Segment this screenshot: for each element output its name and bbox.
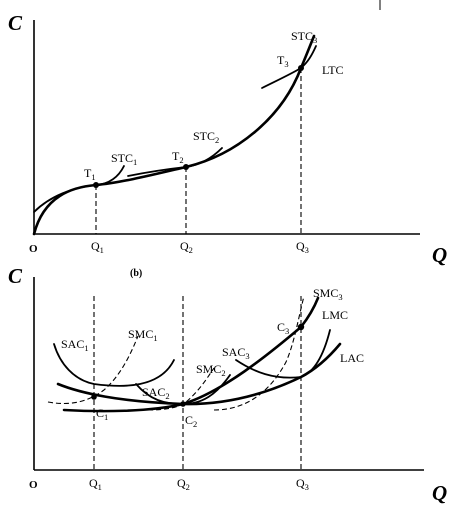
- panel-a-tick-q3: Q3: [296, 239, 309, 255]
- panel-b-point-c1: [91, 394, 97, 400]
- lmc-curve: [62, 296, 320, 413]
- panel-a-tick-q2: Q2: [180, 239, 193, 255]
- panel-a-y-axis-label: C: [8, 11, 23, 35]
- lac-curve: [56, 342, 342, 406]
- panel-a-point-t3: [298, 65, 304, 71]
- panel-a-label-t2: T2: [172, 149, 184, 165]
- panel-b-tick-q2: Q2: [177, 476, 190, 492]
- smc3-curve: [213, 295, 305, 411]
- panel-b-tag: (b): [130, 268, 142, 279]
- panel-b-point-c3: [297, 323, 305, 331]
- panel-a-label-ltc: LTC: [322, 63, 344, 77]
- panel-b-label-smc3: SMC3: [313, 286, 343, 302]
- ltc-curve: [32, 34, 316, 236]
- sac3-curve: [235, 329, 331, 379]
- panel-a-label-stc3: STC3: [291, 29, 317, 45]
- panel-a-point-t1: [93, 182, 99, 188]
- panel-a-label-stc2: STC2: [193, 129, 219, 145]
- panel-a-point-t2: [183, 164, 189, 170]
- panel-a-tick-q1: Q1: [91, 239, 104, 255]
- panel-b-tick-q1: Q1: [89, 476, 102, 492]
- sac1-curve: [53, 343, 175, 387]
- panel-b-point-c2: [180, 401, 186, 407]
- panel-b-label-lac: LAC: [340, 351, 364, 365]
- panel-a-label-stc1: STC1: [111, 151, 137, 167]
- panel-b-origin: O: [29, 479, 38, 491]
- panel-b-x-axis-label: Q: [432, 481, 447, 505]
- smc1-curve: [47, 335, 139, 405]
- panel-b-label-sac2: SAC2: [142, 385, 170, 401]
- panel-b-label-c3: C3: [277, 320, 289, 336]
- panel-a-x-axis-label: Q: [432, 243, 447, 267]
- panel-a-label-t3: T3: [277, 53, 289, 69]
- panel-b-label-lmc: LMC: [322, 308, 348, 322]
- panel-b-label-sac1: SAC1: [61, 337, 89, 353]
- panel-b-label-smc1: SMC1: [128, 327, 158, 343]
- panel-b-label-c2: C2: [185, 413, 197, 429]
- panel-a-origin: O: [29, 243, 38, 255]
- panel-b: C Q O (b) Q1 Q2 Q3 C1 C2 C3 SAC1 SMC1: [8, 264, 447, 505]
- panel-b-label-c1: C1: [96, 406, 108, 422]
- panel-a: C Q O Q1 Q2 Q3 T1 T2 T3 STC1 STC2 STC3 L…: [8, 11, 447, 267]
- panel-b-y-axis-label: C: [8, 264, 23, 288]
- panel-b-tick-q3: Q3: [296, 476, 309, 492]
- panel-b-label-smc2: SMC2: [196, 362, 226, 378]
- panel-a-label-t1: T1: [84, 166, 96, 182]
- panel-b-label-sac3: SAC3: [222, 345, 250, 361]
